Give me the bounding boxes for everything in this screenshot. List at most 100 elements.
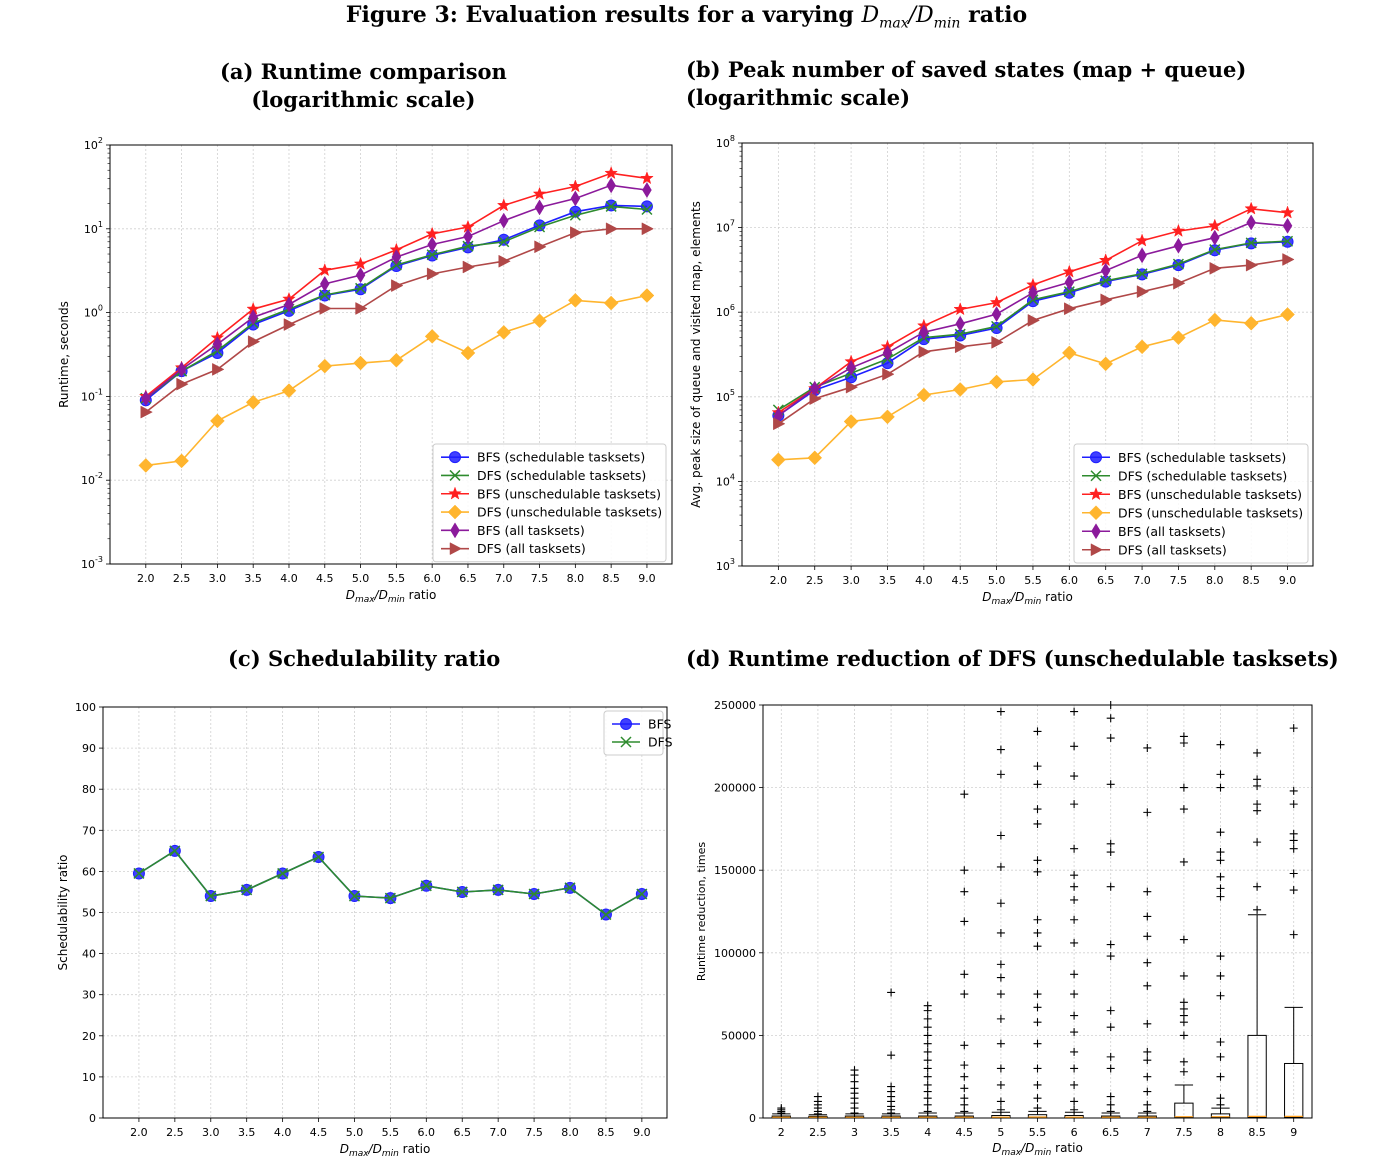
legend-marker — [448, 486, 462, 500]
data-point — [492, 884, 504, 896]
outlier — [1143, 1047, 1152, 1056]
outlier — [1033, 942, 1042, 951]
outlier — [1070, 990, 1079, 999]
outlier — [923, 1072, 932, 1081]
y-tick-label: 70 — [82, 824, 96, 837]
outlier — [1070, 1080, 1079, 1089]
data-point — [991, 306, 1002, 323]
outlier — [1106, 1006, 1115, 1015]
x-tick-label: 4.0 — [274, 1126, 292, 1139]
y-axis-label: Runtime, seconds — [57, 301, 71, 408]
legend-label: BFS (all tasksets) — [477, 523, 585, 538]
outlier — [1033, 928, 1042, 937]
data-point — [532, 186, 547, 200]
legend-marker — [1090, 543, 1104, 557]
x-tick-label: 5.0 — [352, 572, 370, 585]
data-point — [955, 315, 966, 332]
x-tick-label: 7.0 — [495, 572, 513, 585]
x-tick-label: 3.5 — [879, 574, 897, 587]
data-point — [420, 880, 432, 892]
box-4 — [918, 1001, 938, 1119]
data-point — [133, 867, 145, 879]
legend-label: DFS (unschedulable tasksets) — [477, 505, 662, 520]
data-point — [603, 295, 619, 311]
data-point — [1136, 285, 1150, 299]
x-tick-label: 9.0 — [1279, 574, 1297, 587]
legend-marker — [449, 469, 461, 481]
outlier — [1033, 1064, 1042, 1073]
data-point — [641, 203, 653, 216]
outlier — [1179, 1031, 1188, 1040]
data-point — [1209, 244, 1221, 256]
outlier — [1143, 743, 1152, 752]
y-tick-label: 60 — [82, 865, 96, 878]
data-point — [1100, 262, 1111, 279]
data-point — [241, 884, 253, 896]
data-point — [534, 221, 546, 233]
data-point — [569, 209, 581, 221]
data-point — [1210, 229, 1220, 246]
outlier — [923, 1080, 932, 1089]
x-tick-label: 3.5 — [244, 572, 262, 585]
outlier — [1216, 828, 1225, 837]
data-point — [205, 890, 217, 902]
y-tick-label: 10 — [82, 1071, 96, 1084]
data-point — [319, 302, 332, 315]
outlier — [1070, 915, 1079, 924]
outlier — [1070, 882, 1079, 891]
data-point — [640, 171, 654, 185]
outlier — [1216, 856, 1225, 865]
outlier — [1253, 905, 1262, 914]
x-tick-label: 6.0 — [418, 1126, 436, 1139]
data-point — [534, 199, 545, 216]
outlier — [1289, 886, 1298, 895]
data-point — [1280, 205, 1295, 219]
outlier — [1216, 783, 1225, 792]
data-point — [843, 414, 859, 429]
data-point — [605, 200, 617, 212]
data-point — [773, 417, 786, 431]
x-tick-label: 6.5 — [459, 572, 477, 585]
outlier — [923, 1031, 932, 1040]
outlier — [1070, 707, 1079, 716]
outlier — [1106, 714, 1115, 723]
y-tick-label: 107 — [716, 219, 735, 235]
data-point — [1282, 235, 1294, 247]
data-point — [1061, 345, 1077, 361]
data-point — [277, 867, 289, 879]
outlier — [996, 745, 1005, 754]
outlier — [996, 973, 1005, 982]
data-point — [348, 890, 360, 902]
data-point — [1100, 293, 1113, 307]
y-tick-label: 10-2 — [81, 471, 103, 487]
outlier — [1143, 1056, 1152, 1065]
legend-marker — [447, 504, 463, 520]
y-tick-label: 0 — [89, 1112, 96, 1125]
y-tick-label: 100 — [84, 304, 103, 320]
x-tick-label: 3.5 — [882, 1126, 900, 1139]
data-point — [498, 236, 510, 248]
y-tick-label: 105 — [716, 388, 735, 404]
data-point — [391, 249, 402, 266]
data-point — [882, 344, 893, 361]
data-point — [605, 222, 619, 236]
data-point — [954, 340, 968, 354]
data-point — [462, 260, 476, 274]
outlier — [1179, 935, 1188, 944]
series-1 — [133, 845, 648, 921]
y-axis-label: Schedulability ratio — [56, 854, 70, 970]
data-point — [952, 382, 968, 397]
x-tick-label: 2 — [778, 1126, 785, 1139]
outlier — [960, 1094, 969, 1103]
panel-b-title-line2: (logarithmic scale) — [686, 85, 911, 110]
outlier — [1216, 1038, 1225, 1047]
data-point — [641, 222, 654, 236]
figure-title: Figure 3: Evaluation results for a varyi… — [345, 2, 1028, 32]
legend-label: DFS — [648, 735, 673, 750]
x-tick-label: 2.5 — [806, 574, 824, 587]
x-tick-label: 4.5 — [310, 1126, 328, 1139]
series-3 — [771, 307, 1295, 468]
y-tick-label: 250000 — [714, 699, 756, 712]
outlier — [850, 1066, 859, 1075]
data-point — [1245, 237, 1257, 249]
